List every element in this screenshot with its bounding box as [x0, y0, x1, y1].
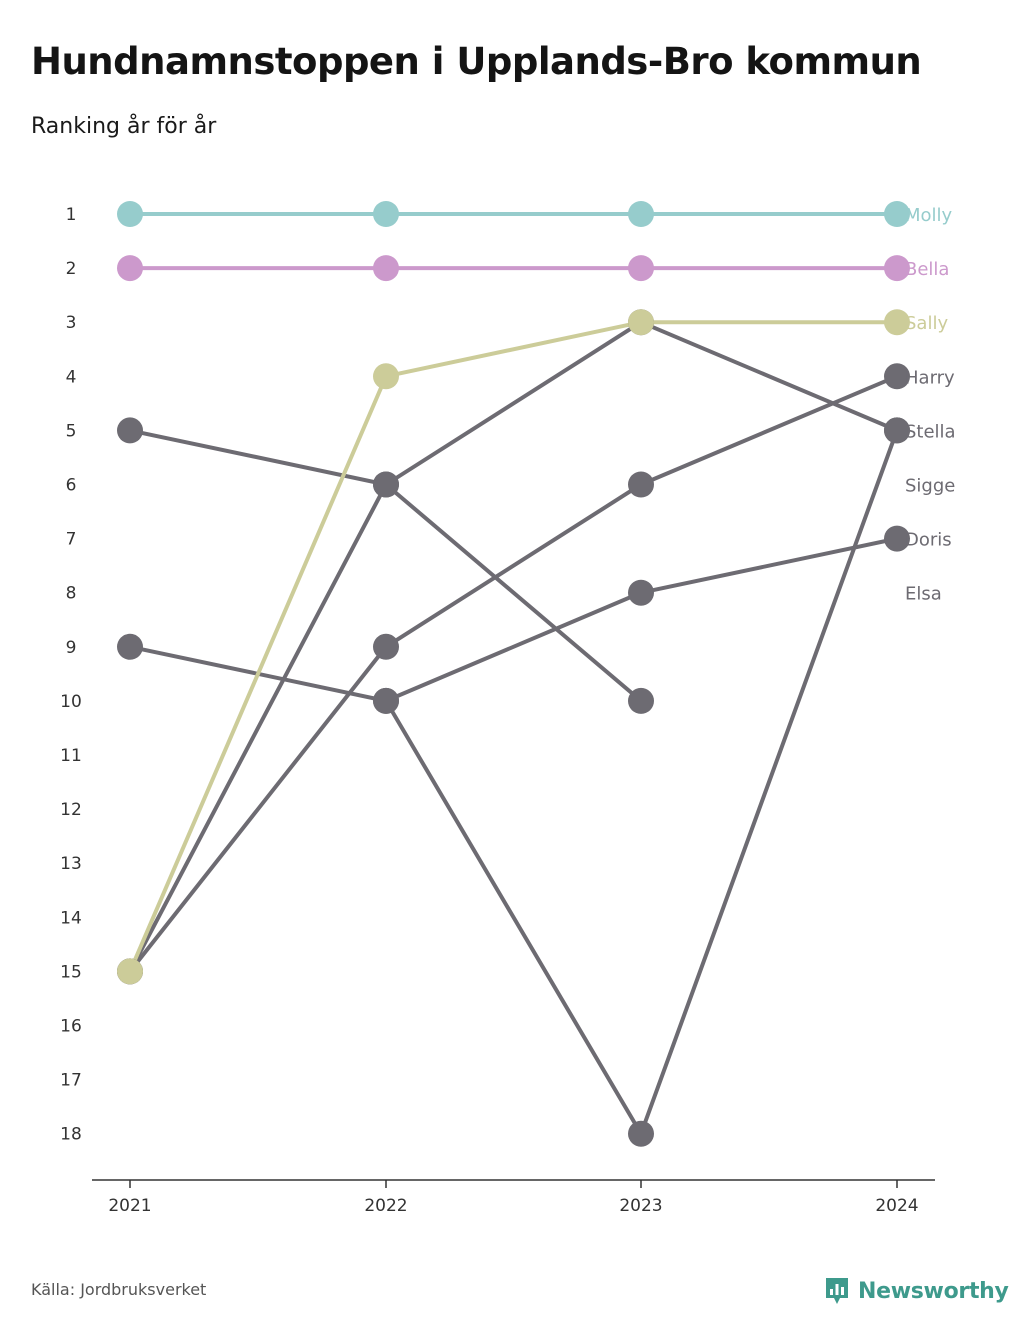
y-tick-label-16: 16: [60, 1017, 82, 1037]
series-points: [117, 201, 910, 1147]
newsworthy-logo-icon: [826, 1278, 848, 1304]
y-tick-label-11: 11: [60, 746, 82, 766]
x-tick-label-2021: 2021: [108, 1196, 151, 1216]
data-point-sally-2021: [117, 958, 143, 985]
series-line-sigge-seg-0: [128, 428, 388, 487]
brand-name: Newsworthy: [858, 1278, 1009, 1304]
x-tick-label-2024: 2024: [875, 1196, 918, 1216]
data-point-sigge-2022: [373, 471, 399, 498]
data-point-doris-2021: [117, 633, 143, 660]
data-point-sally-2023: [628, 309, 654, 336]
chart-title: Hundnamnstoppen i Upplands-Bro kommun: [31, 40, 922, 83]
data-point-elsa-2023: [628, 1120, 654, 1147]
y-tick-label-4: 4: [66, 367, 77, 387]
brand-logo: Newsworthy: [824, 1276, 1009, 1306]
y-tick-label-7: 7: [66, 530, 77, 550]
series-label-stella: Stella: [905, 421, 956, 442]
y-tick-label-17: 17: [60, 1071, 82, 1091]
y-tick-label-13: 13: [60, 854, 82, 874]
y-tick-label-8: 8: [66, 584, 77, 604]
series-label-bella: Bella: [905, 259, 949, 280]
data-point-elsa-2024: [884, 417, 910, 444]
series-line-stella-seg-0: [128, 482, 388, 974]
data-point-bella-2022: [373, 255, 399, 282]
y-tick-label-12: 12: [60, 800, 82, 820]
series-line-doris-seg-2: [639, 536, 899, 595]
series-end-labels: Molly Bella Sally Harry Stella Sigge Doris Elsa: [905, 205, 956, 605]
x-axis: 2021 2022 2023 2024: [92, 1179, 935, 1216]
data-point-sally-2022: [373, 363, 399, 390]
series-line-stella-seg-2: [639, 320, 899, 433]
y-tick-label-18: 18: [60, 1125, 82, 1145]
series-line-doris-seg-1: [384, 590, 643, 703]
series-line-sally-seg-0: [128, 374, 388, 974]
y-tick-label-6: 6: [66, 476, 77, 496]
series-label-molly: Molly: [905, 205, 953, 226]
series-line-elsa-seg-2: [639, 428, 899, 1136]
series-line-elsa-seg-1: [384, 698, 643, 1136]
series-line-harry-seg-0: [128, 644, 388, 974]
series-line-sally-seg-1: [384, 320, 643, 379]
y-tick-label-10: 10: [60, 692, 82, 712]
y-tick-label-5: 5: [66, 421, 77, 441]
data-point-doris-2023: [628, 579, 654, 606]
series-line-sigge-seg-1: [384, 482, 643, 703]
data-point-sally-2024: [884, 309, 910, 336]
data-point-molly-2024: [884, 201, 910, 227]
y-tick-label-15: 15: [60, 962, 82, 982]
data-point-harry-2022: [373, 633, 399, 660]
y-tick-label-2: 2: [66, 259, 77, 279]
data-point-doris-2024: [884, 525, 910, 552]
series-label-harry: Harry: [905, 367, 955, 388]
source-note: Källa: Jordbruksverket: [31, 1280, 207, 1299]
series-label-elsa: Elsa: [905, 584, 942, 605]
x-tick-label-2022: 2022: [364, 1196, 407, 1216]
series-lines: [128, 212, 899, 1136]
data-point-bella-2023: [628, 255, 654, 282]
y-tick-label-14: 14: [60, 908, 82, 928]
data-point-sigge-2023: [628, 687, 654, 714]
data-point-harry-2023: [628, 471, 654, 498]
chart-subtitle: Ranking år för år: [31, 114, 217, 139]
x-tick-label-2023: 2023: [619, 1196, 662, 1216]
data-point-elsa-2022: [373, 687, 399, 714]
series-line-stella-seg-1: [384, 320, 643, 487]
data-point-sigge-2021: [117, 417, 143, 444]
series-label-sigge: Sigge: [905, 476, 955, 497]
series-label-doris: Doris: [905, 530, 952, 551]
series-label-sally: Sally: [905, 313, 948, 334]
data-point-harry-2024: [884, 363, 910, 390]
y-tick-label-1: 1: [66, 205, 77, 225]
data-point-bella-2021: [117, 255, 143, 282]
y-tick-label-9: 9: [66, 638, 77, 658]
series-line-harry-seg-2: [639, 374, 899, 487]
data-point-molly-2021: [117, 201, 143, 227]
data-point-molly-2022: [373, 201, 399, 227]
y-tick-label-3: 3: [66, 313, 77, 333]
data-point-bella-2024: [884, 255, 910, 282]
series-line-harry-seg-1: [384, 482, 643, 649]
data-point-molly-2023: [628, 201, 654, 227]
